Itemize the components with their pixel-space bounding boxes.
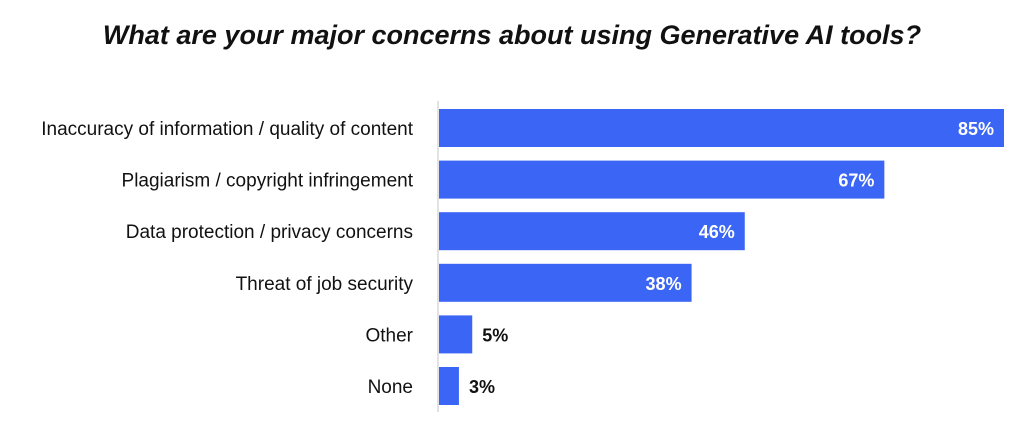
- category-label: None: [368, 377, 413, 398]
- bar: [439, 367, 459, 405]
- category-label: Threat of job security: [236, 274, 414, 295]
- bar: [439, 263, 692, 302]
- bar: [439, 212, 745, 251]
- chart-title: What are your major concerns about using…: [102, 20, 922, 50]
- data-label: 46%: [699, 222, 735, 242]
- data-label: 5%: [482, 325, 508, 345]
- data-label: 3%: [469, 377, 495, 397]
- bar: [439, 160, 885, 199]
- category-label: Other: [365, 325, 413, 346]
- data-label: 38%: [646, 274, 682, 294]
- data-label: 85%: [958, 119, 994, 139]
- category-label: Inaccuracy of information / quality of c…: [41, 119, 413, 140]
- data-label: 67%: [838, 171, 874, 191]
- bar: [439, 109, 1004, 147]
- category-label: Data protection / privacy concerns: [126, 222, 413, 243]
- category-label: Plagiarism / copyright infringement: [122, 171, 414, 192]
- bar: [439, 315, 473, 354]
